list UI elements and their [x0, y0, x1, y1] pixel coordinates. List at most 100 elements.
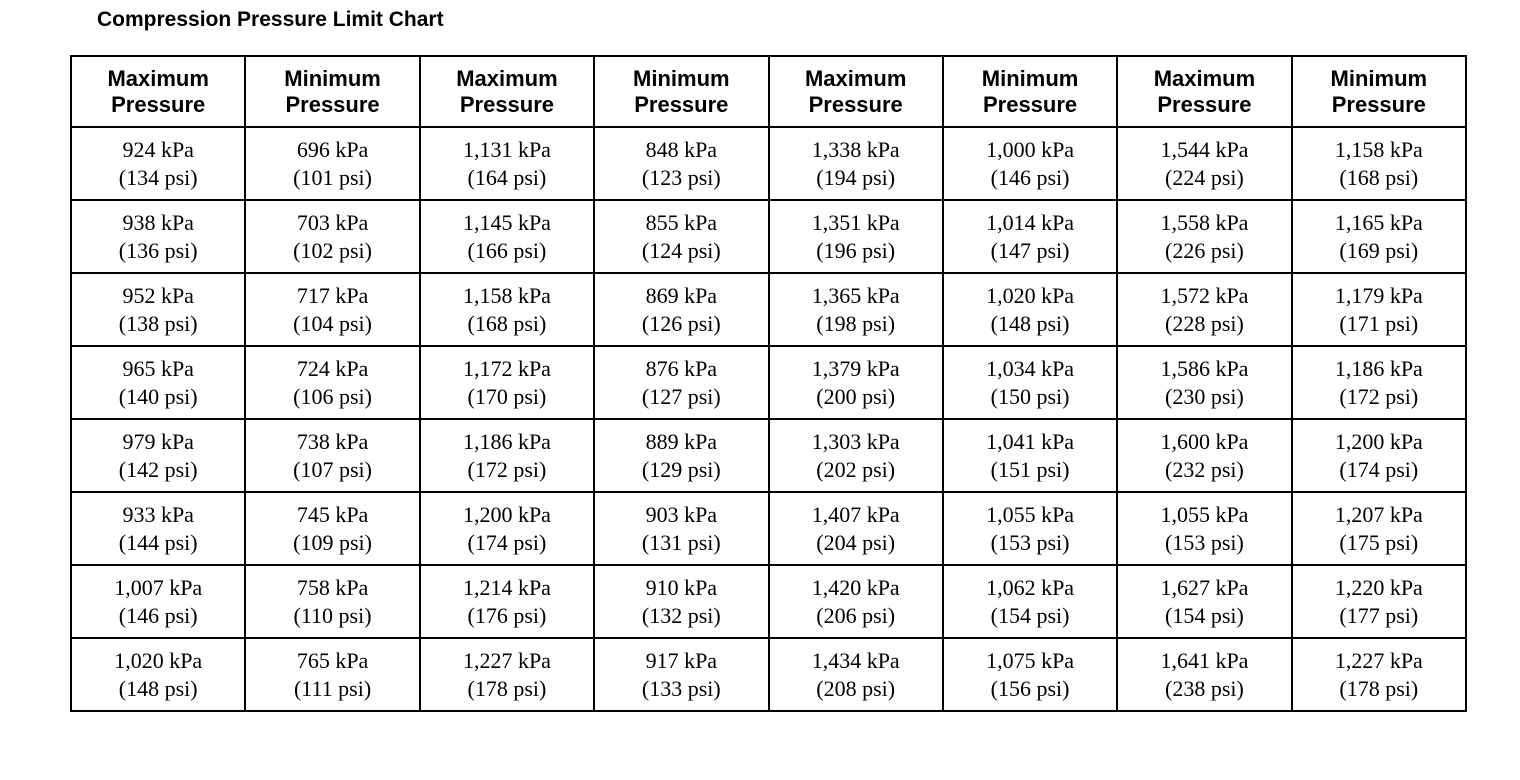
table-row: 1,007 kPa (146 psi) 758 kPa (110 psi) 1,214 … [69, 564, 1468, 639]
column-header-line: Pressure [1157, 91, 1252, 117]
psi-value: (148 psi) [118, 675, 198, 701]
table-cell: 889 kPa (129 psi) [593, 418, 770, 493]
psi-value: (154 psi) [990, 602, 1070, 628]
table-row: 965 kPa (140 psi) 724 kPa (106 psi) 1,172 kP… [69, 345, 1468, 420]
psi-value: (148 psi) [990, 310, 1070, 336]
kpa-value: 979 kPa [122, 428, 194, 454]
table-cell: 1,020 kPa (148 psi) [941, 272, 1119, 347]
psi-value: (194 psi) [816, 164, 896, 190]
table-cell: 1,055 kPa (153 psi) [1116, 491, 1293, 566]
table-cell: 1,420 kPa (206 psi) [767, 564, 944, 639]
kpa-value: 703 kPa [296, 209, 369, 235]
kpa-value: 765 kPa [296, 647, 369, 673]
psi-value: (140 psi) [118, 383, 198, 409]
kpa-value: 1,055 kPa [1160, 501, 1249, 527]
kpa-value: 724 kPa [296, 355, 369, 381]
kpa-value: 1,220 kPa [1334, 574, 1423, 600]
kpa-value: 717 kPa [296, 282, 369, 308]
kpa-value: 855 kPa [645, 209, 718, 235]
table-cell: 1,034 kPa (150 psi) [941, 345, 1119, 420]
psi-value: (132 psi) [641, 602, 721, 628]
column-header: Minimum Pressure [593, 55, 770, 128]
table-cell: 703 kPa (102 psi) [244, 199, 421, 274]
kpa-value: 1,179 kPa [1334, 282, 1423, 308]
kpa-value: 1,145 kPa [462, 209, 551, 235]
psi-value: (124 psi) [641, 237, 721, 263]
psi-value: (101 psi) [293, 164, 372, 190]
table-cell: 758 kPa (110 psi) [244, 564, 421, 639]
kpa-value: 952 kPa [122, 282, 194, 308]
table-cell: 765 kPa (111 psi) [244, 637, 421, 712]
psi-value: (123 psi) [641, 164, 721, 190]
psi-value: (202 psi) [816, 456, 896, 482]
table-cell: 903 kPa (131 psi) [593, 491, 770, 566]
column-header: Minimum Pressure [1290, 55, 1468, 128]
kpa-value: 1,207 kPa [1334, 501, 1423, 527]
kpa-value: 1,434 kPa [811, 647, 900, 673]
table-cell: 1,303 kPa (202 psi) [767, 418, 944, 493]
psi-value: (129 psi) [641, 456, 721, 482]
table-cell: 952 kPa (138 psi) [69, 272, 247, 347]
table-cell: 738 kPa (107 psi) [244, 418, 421, 493]
kpa-value: 938 kPa [122, 209, 194, 235]
psi-value: (175 psi) [1339, 529, 1419, 555]
table-row: 938 kPa (136 psi) 703 kPa (102 psi) 1,145 kP… [69, 199, 1468, 274]
kpa-value: 1,186 kPa [1334, 355, 1423, 381]
psi-value: (146 psi) [118, 602, 198, 628]
table-cell: 1,062 kPa (154 psi) [941, 564, 1119, 639]
psi-value: (146 psi) [990, 164, 1070, 190]
table-row: 924 kPa (134 psi) 696 kPa (101 psi) 1,131 kP… [69, 126, 1468, 201]
page-title: Compression Pressure Limit Chart [97, 8, 444, 31]
table-row: 933 kPa (144 psi) 745 kPa (109 psi) 1,200 kP… [69, 491, 1468, 566]
psi-value: (228 psi) [1165, 310, 1244, 336]
table-cell: 1,007 kPa (146 psi) [69, 564, 247, 639]
kpa-value: 1,020 kPa [114, 647, 203, 673]
table-cell: 855 kPa (124 psi) [593, 199, 770, 274]
psi-value: (171 psi) [1339, 310, 1419, 336]
column-header: Minimum Pressure [941, 55, 1119, 128]
column-header-line: Pressure [285, 91, 380, 117]
psi-value: (106 psi) [293, 383, 372, 409]
column-header-line: Pressure [111, 91, 206, 117]
table-cell: 1,000 kPa (146 psi) [941, 126, 1119, 201]
psi-value: (164 psi) [467, 164, 547, 190]
table-cell: 1,351 kPa (196 psi) [767, 199, 944, 274]
column-header-line: Pressure [1331, 91, 1426, 117]
psi-value: (168 psi) [467, 310, 547, 336]
kpa-value: 869 kPa [645, 282, 718, 308]
kpa-value: 1,165 kPa [1334, 209, 1423, 235]
kpa-value: 1,158 kPa [1334, 136, 1423, 162]
psi-value: (172 psi) [467, 456, 547, 482]
kpa-value: 1,034 kPa [986, 355, 1075, 381]
table-cell: 1,145 kPa (166 psi) [418, 199, 596, 274]
table-cell: 1,207 kPa (175 psi) [1290, 491, 1468, 566]
table-cell: 938 kPa (136 psi) [69, 199, 247, 274]
table-cell: 876 kPa (127 psi) [593, 345, 770, 420]
kpa-value: 1,200 kPa [462, 501, 551, 527]
psi-value: (104 psi) [293, 310, 372, 336]
table-cell: 917 kPa (133 psi) [593, 637, 770, 712]
column-header-line: Maximum [456, 65, 558, 91]
psi-value: (156 psi) [990, 675, 1070, 701]
column-header-line: Pressure [634, 91, 729, 117]
kpa-value: 1,338 kPa [811, 136, 900, 162]
psi-value: (224 psi) [1165, 164, 1244, 190]
column-header-line: Pressure [459, 91, 555, 117]
kpa-value: 1,627 kPa [1160, 574, 1249, 600]
psi-value: (142 psi) [118, 456, 198, 482]
table-cell: 933 kPa (144 psi) [69, 491, 247, 566]
kpa-value: 1,200 kPa [1334, 428, 1423, 454]
kpa-value: 1,227 kPa [1334, 647, 1423, 673]
table-cell: 1,179 kPa (171 psi) [1290, 272, 1468, 347]
column-header-line: Maximum [804, 65, 907, 91]
column-header-line: Minimum [284, 65, 381, 91]
psi-value: (127 psi) [641, 383, 721, 409]
table-cell: 1,020 kPa (148 psi) [69, 637, 247, 712]
psi-value: (136 psi) [118, 237, 198, 263]
column-header-line: Pressure [808, 91, 903, 117]
kpa-value: 1,020 kPa [986, 282, 1075, 308]
table-cell: 1,165 kPa (169 psi) [1290, 199, 1468, 274]
kpa-value: 1,158 kPa [462, 282, 551, 308]
column-header: Maximum Pressure [69, 55, 247, 128]
psi-value: (107 psi) [293, 456, 372, 482]
